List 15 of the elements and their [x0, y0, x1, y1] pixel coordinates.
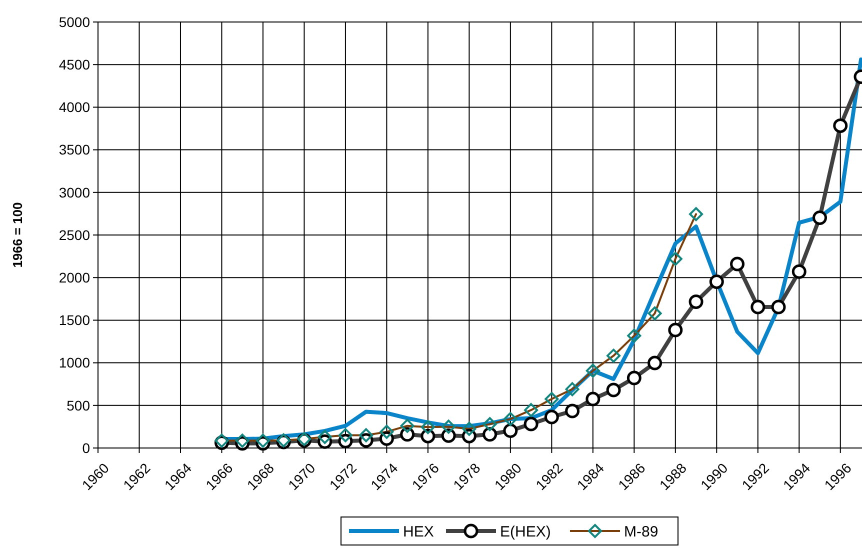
y-tick-label: 3500: [58, 142, 90, 158]
legend-label: E(HEX): [500, 523, 551, 540]
y-tick-label: 5000: [58, 14, 90, 30]
legend-label: HEX: [403, 523, 434, 540]
y-tick-label: 4000: [58, 99, 90, 116]
y-axis-title: 1966 = 100: [10, 202, 25, 268]
y-tick-label: 1500: [58, 312, 90, 328]
y-tick-label: 0: [82, 440, 90, 456]
y-tick-label: 4500: [58, 56, 90, 72]
y-tick-label: 500: [66, 397, 90, 414]
y-tick-label: 3000: [58, 184, 90, 200]
y-tick-label: 2500: [58, 226, 90, 243]
y-tick-label: 1000: [58, 354, 90, 371]
legend-label: M-89: [624, 523, 658, 540]
y-tick-label: 2000: [58, 270, 90, 286]
